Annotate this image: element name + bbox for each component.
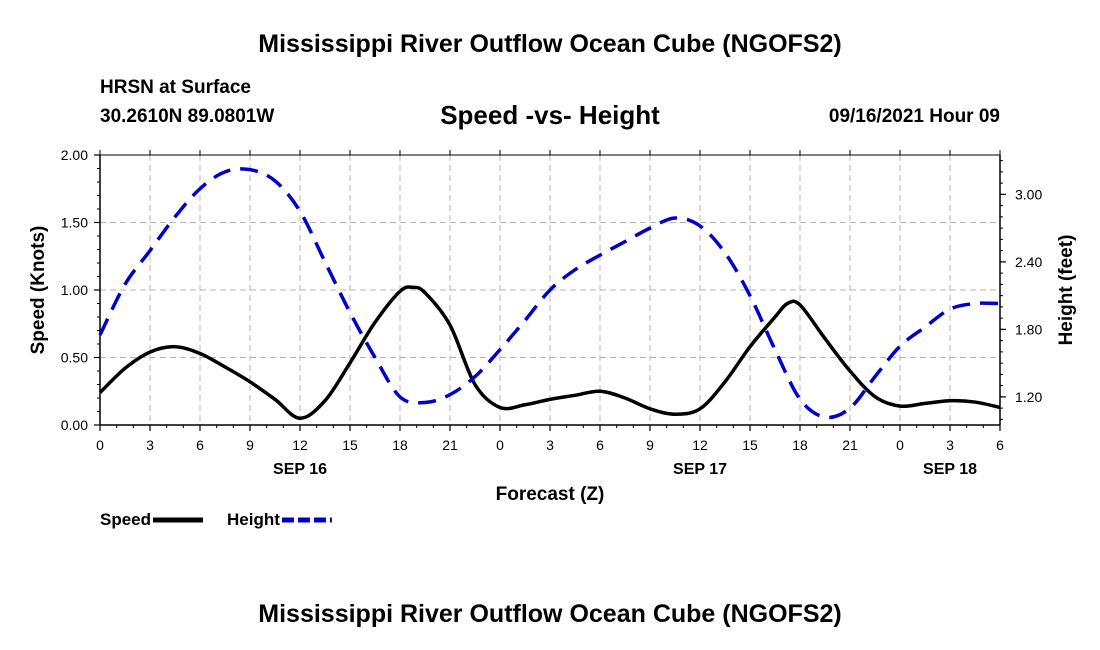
x-tick-label: 18 [392, 437, 408, 453]
x-tick-label: 21 [442, 437, 458, 453]
y-tick-label: 2.00 [61, 147, 88, 163]
station-name: HRSN at Surface [100, 77, 251, 98]
legend-label-height: Height [227, 510, 280, 529]
date-label: SEP 17 [673, 461, 727, 478]
x-tick-label: 21 [842, 437, 858, 453]
x-tick-label: 6 [596, 437, 604, 453]
x-tick-label: 9 [246, 437, 254, 453]
station-coordinates: 30.2610N 89.0801W [100, 106, 275, 127]
x-axis-label: Forecast (Z) [496, 484, 605, 505]
x-tick-label: 0 [496, 437, 504, 453]
x-tick-label: 12 [292, 437, 308, 453]
speed-height-chart: 0 3 6 9 12 15 18 21 0 3 6 9 12 15 18 21 0 3 6 SEP 16 SEP 17 S… [28, 147, 1077, 529]
x-tick-label: 3 [146, 437, 154, 453]
x-tick-label: 18 [792, 437, 808, 453]
date-label: SEP 16 [273, 461, 327, 478]
date-label: SEP 18 [923, 461, 977, 478]
x-tick-label: 0 [896, 437, 904, 453]
chart-title: Speed -vs- Height [440, 100, 660, 130]
x-tick-label: 6 [996, 437, 1004, 453]
legend-label-speed: Speed [100, 510, 151, 529]
y2-tick-label: 3.00 [1015, 186, 1042, 202]
y-axis-label: Speed (Knots) [28, 226, 49, 355]
x-tick-label: 3 [546, 437, 554, 453]
x-tick-label: 3 [946, 437, 954, 453]
x-tick-label: 15 [742, 437, 758, 453]
page-title-top: Mississippi River Outflow Ocean Cube (NG… [258, 30, 842, 58]
x-tick-label: 0 [96, 437, 104, 453]
y-tick-label: 1.50 [61, 215, 88, 231]
page-title-bottom: Mississippi River Outflow Ocean Cube (NG… [258, 600, 842, 628]
y-tick-label: 0.00 [61, 417, 88, 433]
y2-tick-label: 1.20 [1015, 389, 1042, 405]
series-line-height [98, 167, 1001, 420]
x-tick-label: 15 [342, 437, 358, 453]
y2-tick-label: 2.40 [1015, 254, 1042, 270]
x-tick-label: 9 [646, 437, 654, 453]
x-tick-label: 6 [196, 437, 204, 453]
forecast-time: 09/16/2021 Hour 09 [828, 106, 1000, 127]
series-line-speed [98, 285, 1001, 421]
y-tick-label: 0.50 [61, 350, 88, 366]
x-tick-label: 12 [692, 437, 708, 453]
y-tick-label: 1.00 [61, 282, 88, 298]
y2-axis-label: Height (feet) [1056, 235, 1077, 346]
y2-tick-label: 1.80 [1015, 321, 1042, 337]
